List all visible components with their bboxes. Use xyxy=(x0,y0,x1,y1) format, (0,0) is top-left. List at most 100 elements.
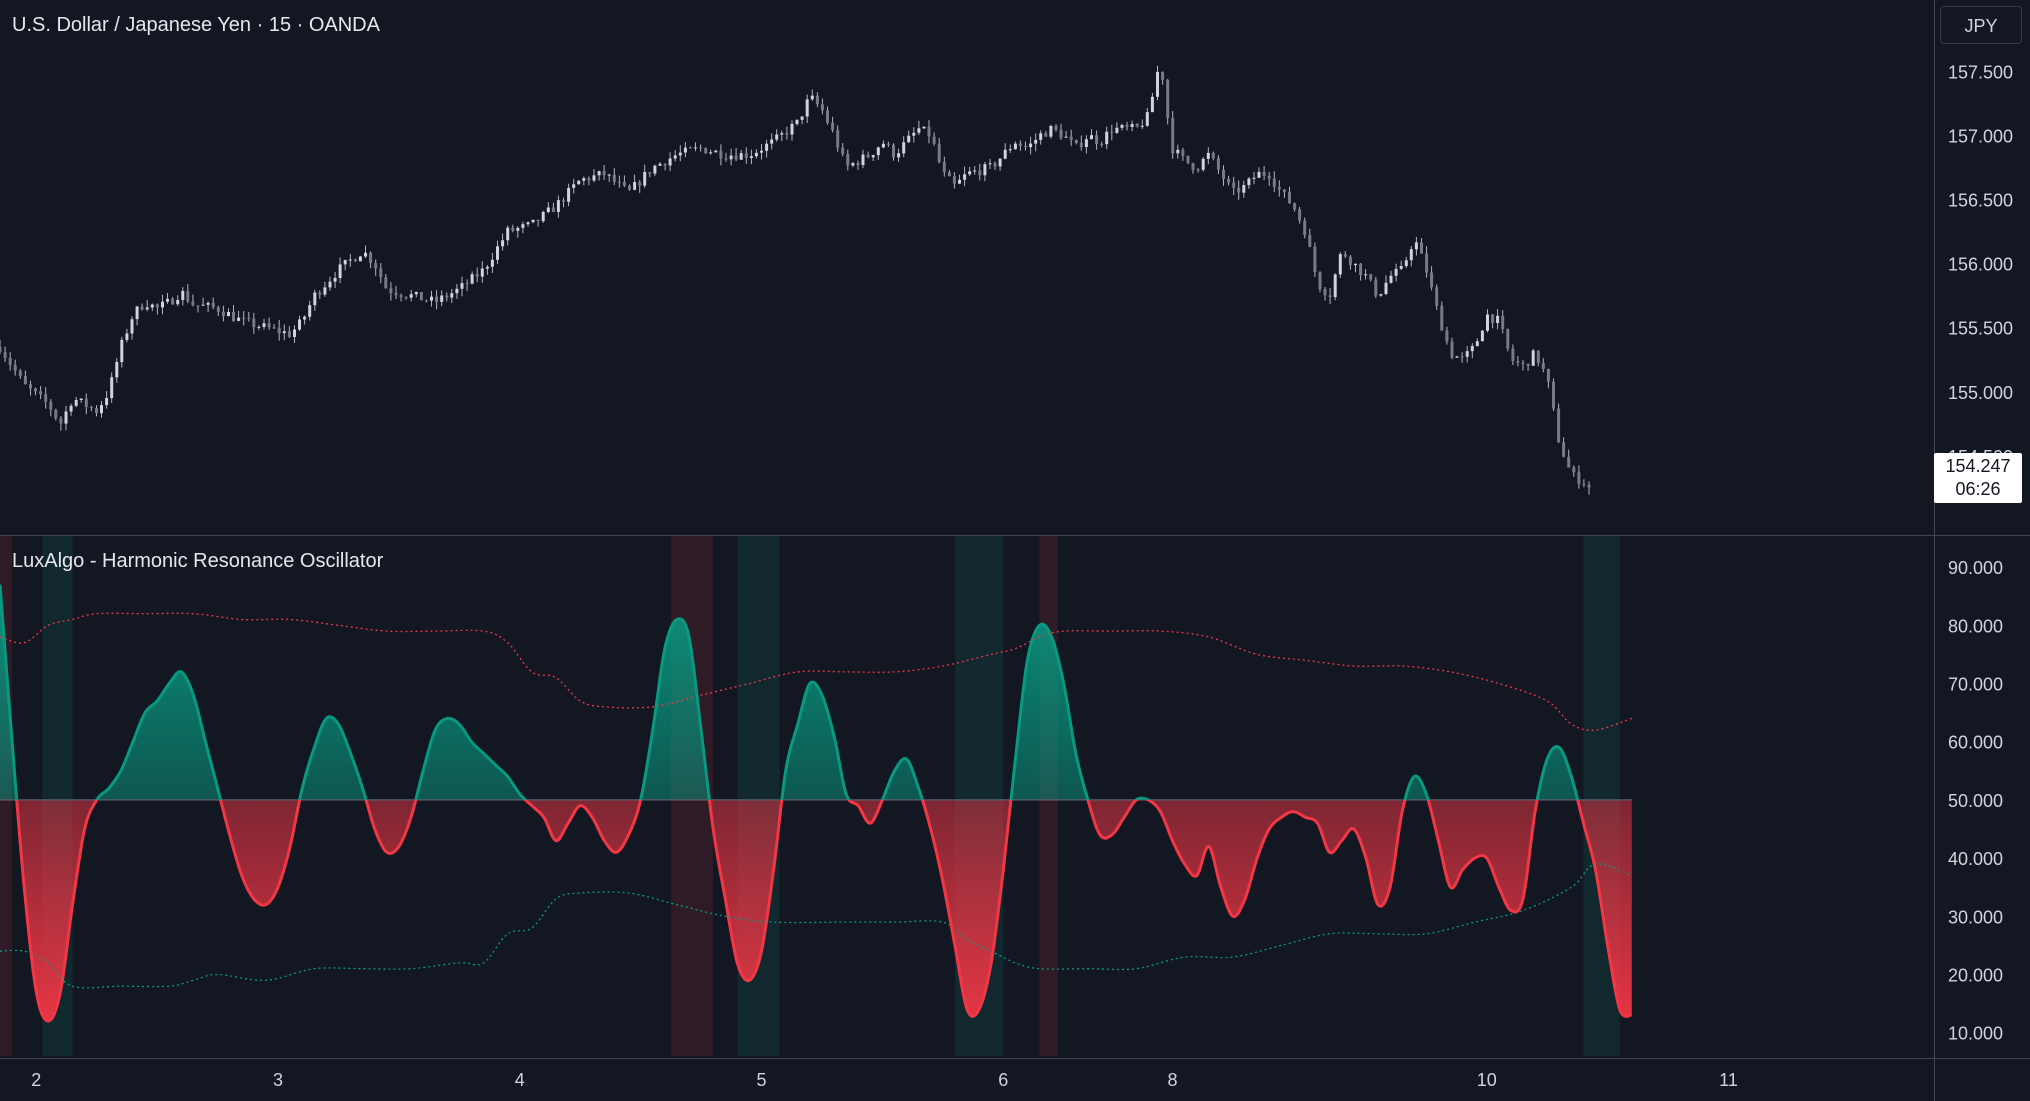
candle-body xyxy=(709,152,713,154)
candle-body xyxy=(161,301,164,308)
candle-body xyxy=(95,408,98,414)
candle-body xyxy=(1536,350,1540,363)
candle-body xyxy=(628,185,631,190)
candle-body xyxy=(663,163,667,166)
candle-body xyxy=(983,164,987,176)
candle-body xyxy=(409,294,413,298)
candle-body xyxy=(1475,341,1479,347)
candle-body xyxy=(1090,135,1093,140)
oscillator-tick-label: 50.000 xyxy=(1948,791,2003,811)
candle-body xyxy=(181,290,185,300)
candle-body xyxy=(810,95,814,100)
candle-body xyxy=(678,152,682,156)
candle-body xyxy=(1216,158,1220,170)
candle-body xyxy=(1541,362,1545,369)
time-tick-label: 5 xyxy=(756,1070,766,1090)
candle-body xyxy=(1435,287,1439,306)
candle-body xyxy=(1135,124,1139,127)
oscillator-tick-label: 90.000 xyxy=(1948,558,2003,578)
candle-body xyxy=(744,153,748,158)
candle-body xyxy=(587,178,591,181)
candle-body xyxy=(1480,330,1484,342)
candle-body xyxy=(470,274,474,284)
candle-body xyxy=(1450,341,1454,358)
candle-body xyxy=(1100,144,1104,145)
candle-body xyxy=(775,134,779,140)
candle-body xyxy=(815,95,819,105)
candle-body xyxy=(861,154,865,165)
price-axis[interactable]: 157.500 157.000 156.500 156.000 155.500 155.0… xyxy=(1948,62,2013,467)
candle-body xyxy=(293,329,296,337)
candle-body xyxy=(1404,260,1408,266)
candle-body xyxy=(404,296,408,298)
candle-body xyxy=(1557,408,1561,443)
candle-body xyxy=(851,163,855,166)
time-axis[interactable]: 2 3 4 5 6 8 10 11 xyxy=(31,1070,1738,1090)
price-tick-label: 155.000 xyxy=(1948,383,2013,403)
candle-body xyxy=(993,163,997,167)
candle-body xyxy=(216,307,220,312)
candle-body xyxy=(688,147,692,149)
candle-body xyxy=(714,150,718,153)
price-pane-background xyxy=(0,0,1934,535)
candle-body xyxy=(1526,363,1530,366)
candle-body xyxy=(1064,136,1068,138)
currency-button[interactable]: JPY xyxy=(1940,6,2022,44)
candle-body xyxy=(480,268,484,277)
candle-body xyxy=(374,263,378,269)
candle-body xyxy=(39,391,43,395)
candle-body xyxy=(191,301,195,306)
candle-body xyxy=(247,317,251,319)
candle-body xyxy=(511,227,515,231)
candle-body xyxy=(1059,129,1063,138)
price-tick-label: 156.000 xyxy=(1948,255,2013,275)
candle-body xyxy=(1379,294,1383,296)
candle-body xyxy=(958,179,961,184)
candle-body xyxy=(765,143,769,151)
candle-body xyxy=(1105,131,1109,145)
price-tick-label: 156.500 xyxy=(1948,191,2013,211)
oscillator-axis[interactable]: 90.000 80.000 70.000 60.000 50.000 40.000 30.0… xyxy=(1948,558,2003,1044)
candle-body xyxy=(734,155,738,160)
candle-body xyxy=(1298,209,1302,221)
candle-body xyxy=(871,155,875,158)
candle-body xyxy=(597,171,601,176)
candle-body xyxy=(1491,314,1495,323)
candle-body xyxy=(1531,350,1535,366)
candle-body xyxy=(1252,177,1256,179)
candle-body xyxy=(917,128,921,133)
price-tick-label: 157.000 xyxy=(1948,126,2013,146)
candle-body xyxy=(1181,149,1185,156)
candle-body xyxy=(836,130,840,148)
candle-body xyxy=(795,119,799,124)
bullish-fill-area xyxy=(0,584,1632,800)
candle-body xyxy=(1029,143,1033,148)
candle-body xyxy=(739,153,743,160)
candle-body xyxy=(1262,171,1266,176)
time-tick-label: 6 xyxy=(998,1070,1008,1090)
candle-body xyxy=(607,174,611,176)
candle-body xyxy=(704,147,708,154)
candle-body xyxy=(1079,143,1083,147)
candle-body xyxy=(1084,139,1088,147)
oscillator-tick-label: 40.000 xyxy=(1948,849,2003,869)
candle-body xyxy=(1562,442,1566,457)
candle-body xyxy=(176,300,180,305)
lower-band-line xyxy=(0,863,1633,989)
candle-body xyxy=(1044,133,1048,137)
candle-body xyxy=(1389,275,1393,283)
candle-body xyxy=(1272,178,1276,187)
candle-body xyxy=(1409,249,1413,261)
candle-body xyxy=(1140,125,1144,127)
price-pane[interactable] xyxy=(0,0,1934,535)
candle-body xyxy=(892,144,895,158)
candle-body xyxy=(978,170,982,176)
candle-body xyxy=(1186,155,1190,164)
time-tick-label: 10 xyxy=(1477,1070,1497,1090)
time-tick-label: 3 xyxy=(273,1070,283,1090)
oscillator-pane[interactable] xyxy=(0,536,1934,1058)
candle-body xyxy=(1095,135,1099,144)
candle-body xyxy=(1242,185,1246,193)
candle-body xyxy=(886,143,890,145)
